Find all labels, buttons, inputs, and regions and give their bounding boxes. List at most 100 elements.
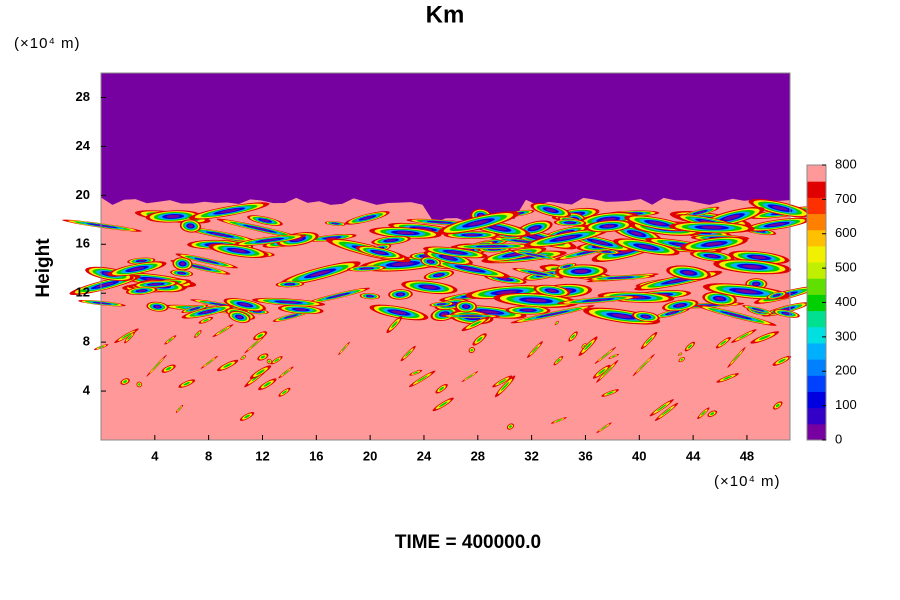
contour-blob [726,312,747,318]
contour-blob [180,262,186,266]
contour-blob [768,222,786,227]
contour-blob [556,358,561,363]
contour-blob [260,219,270,222]
contour-blob [602,366,612,376]
contour-blob [491,226,507,231]
contour-blob [438,303,445,305]
contour-blob [564,265,570,268]
contour-blob [178,407,181,411]
colorbar-swatch [807,197,826,215]
contour-blob [542,311,564,317]
chart-title: Km [426,1,465,28]
contour-blob [202,318,209,322]
contour-blob [137,260,145,262]
contour-blob [391,310,407,315]
x-tick-label: 48 [740,448,754,463]
contour-blob [701,226,723,229]
contour-blob [150,283,162,286]
colorbar-swatch [807,375,826,392]
contour-blob [571,334,575,339]
contour-blob [422,285,437,289]
contour-blob [545,208,556,212]
contour-blob [397,293,404,296]
colorbar-swatch [807,262,826,279]
x-tick-label: 20 [363,448,377,463]
contour-blob [547,289,557,293]
contour-blob [723,375,733,380]
contour-blob [416,375,428,383]
contour-blob [530,226,540,231]
contour-blob [735,289,758,294]
contour-blob [565,221,575,224]
contour-blob [476,336,483,342]
contour-blob [198,259,215,263]
contour-blob [612,276,630,279]
contour-blob [187,224,194,228]
contour-blob [282,390,287,395]
contour-blob [152,361,161,371]
colorbar-tick-label: 300 [835,328,857,343]
contour-blob [129,266,145,271]
contour-blob [468,220,489,226]
colorbar-tick-label: 700 [835,191,857,206]
contour-blob [630,231,643,236]
contour-blob [223,363,232,368]
contour-blob [138,383,141,386]
contour-blob [310,270,331,277]
colorbar-tick-label: 100 [835,397,857,412]
contour-blob [598,368,606,375]
contour-blob [438,401,448,408]
contour-blob [687,344,692,349]
contour-blob [466,374,474,379]
colorbar-swatch [807,294,826,312]
contour-blob [612,313,632,319]
contour-blob [121,332,132,339]
x-tick-label: 36 [578,448,592,463]
y-tick-label: 28 [76,89,90,104]
contour-blob [778,358,786,363]
contour-blob [191,307,199,310]
contour-blob [361,267,372,270]
x-tick-label: 24 [417,448,432,463]
contour-blob [531,271,545,275]
colorbar-tick-label: 0 [835,431,842,446]
contour-blob [463,305,469,309]
colorbar-swatch [807,423,826,441]
contour-blob [700,410,706,416]
contour-blob [92,224,113,228]
contour-blob [260,238,279,242]
contour-blob [680,358,683,361]
contour-blob [754,308,763,311]
contour-blob [183,381,191,386]
contour-blob [279,301,298,304]
contour-blob [127,335,132,340]
contour-blob [428,260,434,263]
contour-blob [274,358,280,362]
contour-blob [656,404,667,412]
colorbar-swatch [807,278,826,295]
colorbar-tick-label: 600 [835,225,857,240]
contour-blob [248,226,271,232]
contour-blob [710,412,715,416]
contour-blob [178,272,185,275]
contour-blob [555,419,563,422]
contour-blob [679,353,681,355]
contour-blob [600,425,608,430]
x-tick-label: 12 [255,448,269,463]
contour-blob [242,356,245,359]
contour-blob [463,315,479,317]
x-tick-label: 8 [205,448,212,463]
contour-blob [137,289,146,292]
y-tick-label: 16 [76,236,90,251]
colorbar-swatch [807,407,826,425]
y-tick-label: 8 [83,334,90,349]
contour-blob [239,302,251,307]
contour-blob [464,233,479,236]
y-tick-label: 24 [76,138,91,153]
contour-blob [606,391,614,395]
contour-blob [723,214,740,221]
contour-blob [244,414,250,419]
contour-blob [405,350,412,357]
contour-blob [525,298,547,303]
contour-blob [481,245,503,248]
